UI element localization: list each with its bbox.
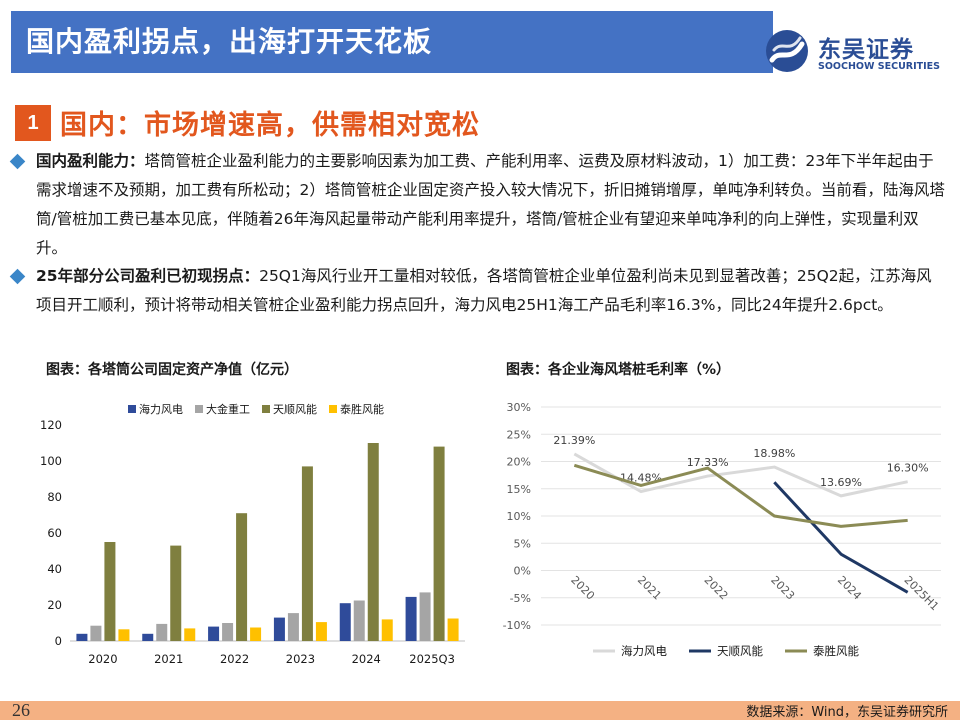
bar bbox=[419, 592, 431, 641]
y-tick-label: 40 bbox=[47, 562, 62, 576]
legend-swatch bbox=[262, 405, 270, 413]
bullet-lead: 25年部分公司盈利已初现拐点： bbox=[36, 267, 260, 285]
bar bbox=[405, 596, 417, 641]
bar bbox=[273, 617, 285, 641]
bar bbox=[353, 600, 365, 641]
page-number: 26 bbox=[12, 700, 30, 720]
data-label: 17.33% bbox=[687, 456, 729, 469]
fixed-assets-bar-chart: 海力风电 大金重工 天顺风能 泰胜风能 0 20 40 60 80 100 120 2020 2021 2… bbox=[40, 402, 465, 666]
bar bbox=[170, 545, 182, 641]
section-number-badge: 1 bbox=[15, 105, 51, 141]
legend-label: 泰胜风能 bbox=[813, 644, 859, 658]
legend-swatch bbox=[128, 405, 136, 413]
footer-bar bbox=[0, 701, 960, 720]
y-tick-label: 20% bbox=[507, 456, 531, 469]
bar bbox=[381, 619, 393, 641]
legend-swatch bbox=[195, 405, 203, 413]
section-title: 国内：市场增速高，供需相对宽松 bbox=[60, 110, 480, 141]
x-tick-label: 2025H1 bbox=[902, 573, 942, 613]
series-line bbox=[573, 463, 908, 528]
bar bbox=[236, 513, 248, 641]
data-label: 18.98% bbox=[753, 447, 795, 460]
bar bbox=[142, 633, 154, 641]
y-tick-label: 25% bbox=[507, 428, 531, 441]
bar bbox=[208, 626, 220, 641]
y-tick-label: 20 bbox=[47, 598, 62, 612]
y-tick-label: 120 bbox=[40, 418, 62, 432]
company-logo: 东吴证券 SOOCHOW SECURITIES bbox=[762, 28, 952, 78]
y-tick-label: 5% bbox=[514, 537, 531, 550]
bar bbox=[433, 446, 445, 641]
x-tick-label: 2025Q3 bbox=[409, 652, 455, 666]
bar bbox=[301, 466, 313, 641]
bar bbox=[222, 623, 234, 641]
bar bbox=[339, 603, 351, 641]
bullet-profitability: 国内盈利能力：塔筒管桩企业盈利能力的主要影响因素为加工费、产能利用率、运费及原材… bbox=[9, 147, 946, 263]
bullet-diamond-icon bbox=[9, 153, 26, 170]
header-bar bbox=[11, 11, 773, 73]
legend-label: 天顺风能 bbox=[273, 402, 317, 416]
bar bbox=[447, 618, 459, 641]
bullet-lead: 国内盈利能力： bbox=[36, 152, 145, 170]
legend-label: 天顺风能 bbox=[717, 644, 763, 658]
x-tick-label: 2021 bbox=[154, 652, 183, 666]
y-tick-label: 60 bbox=[47, 526, 62, 540]
page-title: 国内盈利拐点，出海打开天花板 bbox=[26, 25, 433, 58]
bar bbox=[287, 613, 299, 641]
data-label: 21.39% bbox=[553, 434, 595, 447]
x-tick-label: 2023 bbox=[286, 652, 315, 666]
x-tick-label: 2024 bbox=[352, 652, 381, 666]
bullet-diamond-icon bbox=[9, 268, 26, 285]
legend-label: 大金重工 bbox=[206, 402, 250, 416]
series-line bbox=[773, 481, 909, 594]
y-tick-label: 0 bbox=[55, 634, 62, 648]
legend-label: 海力风电 bbox=[621, 644, 667, 658]
series-line bbox=[573, 452, 908, 498]
chart-title-gross-margin: 图表：各企业海风塔桩毛利率（%） bbox=[506, 362, 731, 378]
legend-label: 泰胜风能 bbox=[340, 402, 384, 416]
y-tick-label: 15% bbox=[507, 483, 531, 496]
chart-title-fixed-assets: 图表：各塔筒公司固定资产净值（亿元） bbox=[46, 362, 298, 378]
legend-label: 海力风电 bbox=[139, 402, 183, 416]
bar bbox=[367, 443, 379, 641]
data-label: 13.69% bbox=[820, 476, 862, 489]
bar bbox=[76, 633, 88, 641]
bar bbox=[184, 628, 196, 641]
bullet-text: 塔筒管桩企业盈利能力的主要影响因素为加工费、产能利用率、运费及原材料波动，1）加… bbox=[36, 152, 945, 257]
bar bbox=[156, 623, 168, 641]
y-tick-label: -10% bbox=[503, 619, 531, 632]
bar bbox=[315, 622, 327, 641]
y-tick-label: 30% bbox=[507, 401, 531, 414]
data-label: 16.30% bbox=[887, 462, 929, 475]
y-tick-label: 10% bbox=[507, 510, 531, 523]
bar bbox=[90, 625, 102, 641]
y-tick-label: 0% bbox=[514, 565, 531, 578]
logo-mark-icon bbox=[766, 30, 808, 72]
y-tick-label: 100 bbox=[40, 454, 62, 468]
x-tick-label: 2022 bbox=[220, 652, 249, 666]
bullet-turning-point: 25年部分公司盈利已初现拐点：25Q1海风行业开工量相对较低，各塔筒管桩企业单位… bbox=[9, 262, 946, 320]
y-tick-label: -5% bbox=[510, 592, 531, 605]
logo-text-en: SOOCHOW SECURITIES bbox=[818, 61, 940, 72]
bar bbox=[250, 627, 262, 641]
x-tick-label: 2020 bbox=[88, 652, 117, 666]
y-tick-label: 80 bbox=[47, 490, 62, 504]
bar bbox=[104, 542, 116, 641]
bar bbox=[118, 629, 130, 641]
data-source: 数据来源：Wind，东吴证券研究所 bbox=[746, 705, 948, 720]
gross-margin-line-chart: 30%25%20%15%10%5%0%-5%-10%2020 2021 2022 20… bbox=[503, 401, 942, 658]
legend-swatch bbox=[329, 405, 337, 413]
bullet-text: 25Q1海风行业开工量相对较低，各塔筒管桩企业单位盈利尚未见到显著改善；25Q2… bbox=[36, 267, 932, 314]
logo-text-cn: 东吴证券 bbox=[818, 37, 914, 63]
